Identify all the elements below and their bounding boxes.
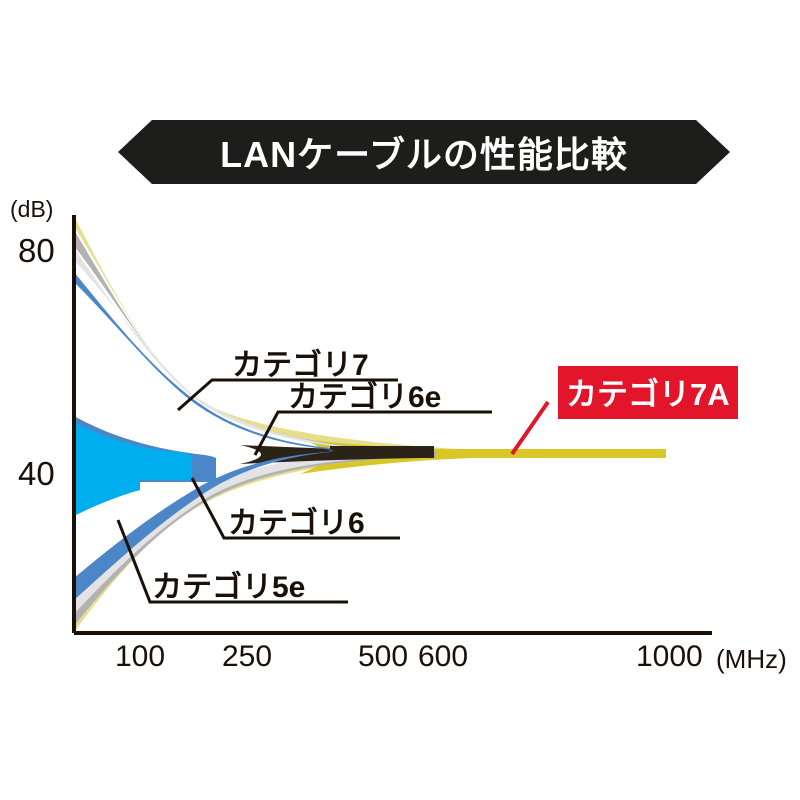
band-cat6e: [74, 248, 412, 614]
x-tick-500: 500: [358, 640, 409, 673]
label-cat6: カテゴリ6: [228, 507, 365, 540]
chart-canvas: [72, 215, 712, 635]
leader-cat5e: [116, 519, 348, 604]
x-tick-250: 250: [222, 640, 273, 673]
label-cat6e: カテゴリ6e: [288, 381, 442, 414]
title-banner: LANケーブルの性能比較: [118, 120, 730, 184]
x-tick-100: 100: [115, 640, 166, 673]
x-tick-600: 600: [418, 640, 469, 673]
title-banner-shape: [118, 120, 730, 184]
label-cat5e: カテゴリ5e: [152, 571, 306, 604]
x-axis-unit: (MHz): [716, 644, 787, 674]
y-tick-40: 40: [18, 455, 55, 492]
page-title: LANケーブルの性能比較: [220, 134, 628, 175]
leader-cat6e: [253, 410, 492, 456]
leader-cat6: [190, 477, 400, 540]
label-cat7a: カテゴリ7A: [558, 366, 738, 419]
leader-cat7a: [510, 400, 550, 456]
performance-chart: カテゴリ7 カテゴリ6e カテゴリ6 カテゴリ5e カテゴリ7A: [0, 190, 800, 690]
leader-cat7: [177, 378, 398, 412]
cat5e-block: [74, 446, 140, 486]
x-tick-1000: 1000: [636, 640, 703, 673]
band-cat6: [74, 272, 334, 600]
cat7a-tail: [430, 449, 666, 457]
y-tick-80: 80: [18, 232, 55, 269]
cat6e-core-tail: [330, 446, 434, 457]
y-axis-unit: (dB): [10, 196, 54, 222]
label-cat7: カテゴリ7: [232, 349, 369, 382]
